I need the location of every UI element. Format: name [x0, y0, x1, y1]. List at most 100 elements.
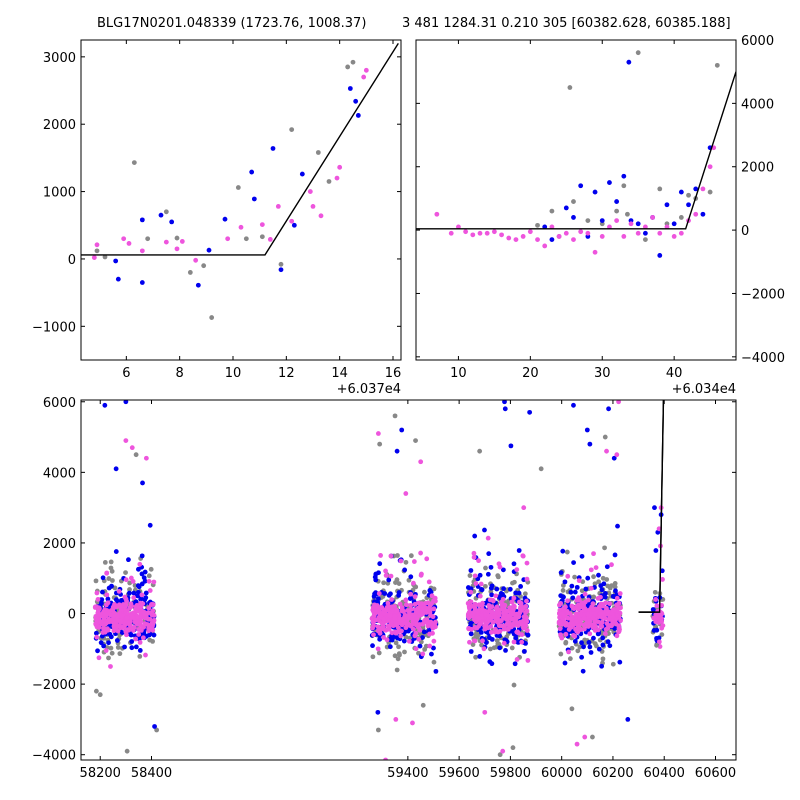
pink-point: [124, 615, 130, 621]
blue-point: [671, 221, 677, 227]
pink-point: [582, 734, 588, 740]
pink-point: [592, 611, 598, 617]
pink-point: [148, 602, 154, 608]
pink-point: [375, 628, 381, 634]
blue-point: [599, 587, 605, 593]
gray-point: [495, 573, 501, 579]
gray-point: [396, 644, 401, 650]
pink-point: [378, 553, 383, 558]
gray-point: [567, 85, 573, 90]
blue-point: [585, 575, 591, 581]
gray-point: [575, 648, 581, 654]
pink-point: [504, 621, 510, 627]
blue-point: [635, 221, 641, 227]
pink-point: [397, 601, 403, 607]
pink-point: [428, 601, 433, 607]
gray-point: [117, 651, 123, 657]
pink-point: [607, 224, 612, 230]
blue-point: [100, 589, 105, 595]
pink-point: [140, 635, 146, 641]
pink-point: [115, 628, 121, 634]
pink-point: [408, 606, 414, 612]
x-tick-label: 59800: [490, 766, 531, 781]
pink-point: [590, 615, 596, 620]
pink-point: [97, 612, 103, 618]
blue-point: [353, 98, 359, 104]
pink-point: [136, 627, 142, 632]
pink-point: [604, 621, 610, 626]
pink-point: [410, 720, 415, 726]
pink-point: [485, 535, 491, 541]
pink-point: [150, 608, 156, 614]
gray-point: [423, 643, 429, 649]
pink-point: [143, 652, 148, 658]
pink-point: [146, 578, 152, 584]
blue-point: [123, 400, 129, 405]
pink-point: [595, 627, 601, 633]
pink-point: [126, 620, 131, 626]
pink-point: [604, 448, 609, 454]
pink-point: [476, 615, 482, 621]
blue-point: [375, 596, 381, 602]
blue-point: [489, 592, 495, 598]
pink-point: [139, 248, 145, 254]
pink-point: [518, 603, 524, 609]
pink-point: [480, 638, 485, 644]
pink-point: [586, 622, 591, 628]
gray-point: [612, 580, 618, 586]
pink-point: [128, 604, 133, 610]
pink-point: [383, 573, 389, 578]
pink-point: [92, 604, 98, 610]
pink-point: [381, 620, 387, 626]
pink-point: [614, 452, 620, 458]
gray-point: [538, 466, 544, 472]
gray-point: [396, 581, 402, 586]
pink-point: [557, 626, 563, 632]
pink-point: [432, 620, 438, 626]
gray-point: [137, 653, 143, 659]
blue-point: [433, 668, 439, 674]
gray-point: [491, 645, 497, 651]
blue-point: [604, 564, 610, 570]
axes-frame: [415, 39, 737, 361]
blue-point: [468, 568, 474, 573]
gray-point: [370, 654, 376, 660]
gray-point: [495, 641, 501, 647]
blue-point: [614, 199, 620, 204]
plot-area: [81, 42, 399, 320]
blue-point: [152, 724, 157, 729]
blue-point: [613, 588, 618, 594]
pink-point: [430, 624, 435, 630]
blue-point: [139, 280, 145, 285]
pink-point: [576, 578, 582, 584]
pink-point: [488, 629, 494, 635]
gray-point: [403, 559, 409, 565]
y-tick-label: 0: [741, 224, 749, 239]
pink-point: [471, 554, 477, 560]
blue-point: [95, 648, 100, 654]
pink-point: [654, 603, 660, 609]
y-tick-label: 2000: [43, 537, 76, 552]
pink-point: [104, 570, 110, 576]
pink-point: [602, 631, 608, 637]
pink-point: [140, 601, 146, 607]
pink-point: [411, 559, 417, 564]
pink-point: [388, 573, 394, 579]
pink-point: [585, 230, 591, 236]
pink-point: [524, 598, 529, 604]
blue-point: [468, 620, 474, 626]
pink-point: [585, 611, 591, 617]
blue-point: [291, 222, 297, 228]
y-tick-label: −4000: [32, 749, 76, 764]
gray-point: [659, 632, 665, 638]
blue-point: [587, 441, 593, 447]
blue-point: [139, 217, 145, 223]
blue-point: [373, 577, 379, 583]
blue-point: [377, 561, 383, 567]
pink-point: [642, 224, 648, 230]
blue-point: [625, 717, 631, 722]
pink-point: [238, 224, 244, 230]
pink-point: [318, 213, 324, 219]
gray-point: [707, 189, 713, 195]
pink-point: [105, 627, 111, 633]
